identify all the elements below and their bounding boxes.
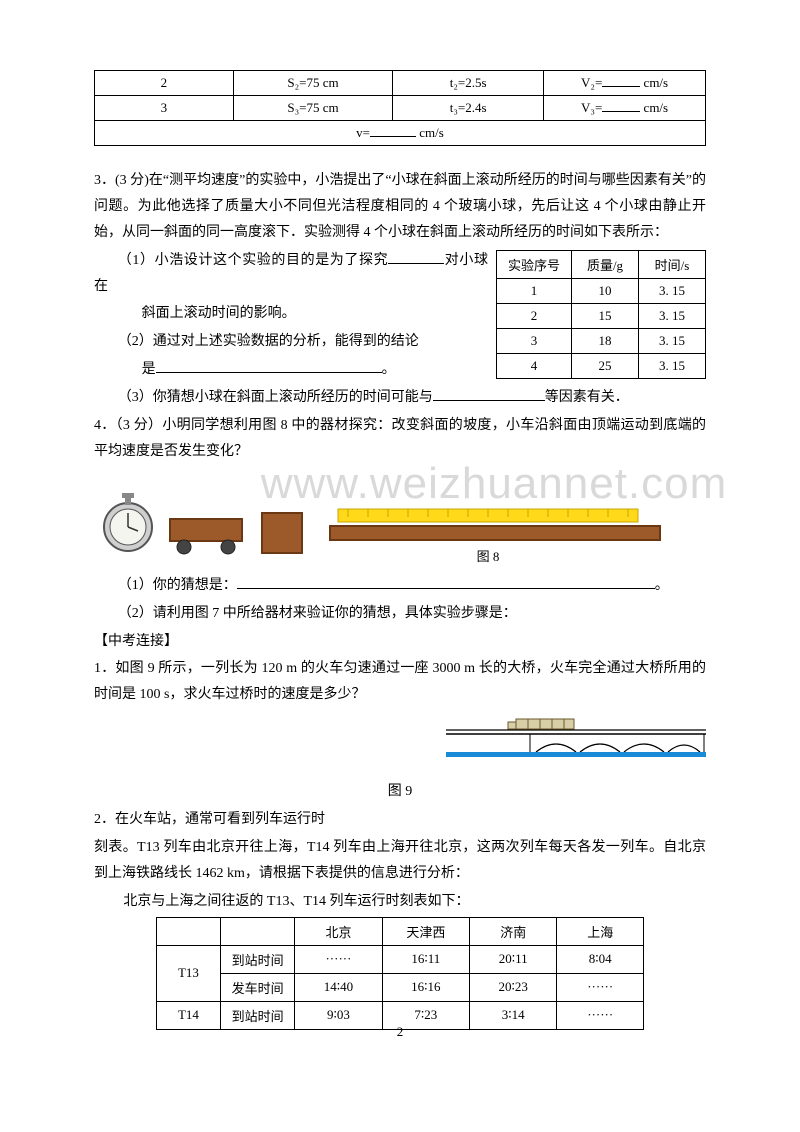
table-row: T13 到站时间 ······ 16∶11 20∶11 8∶04 bbox=[157, 945, 644, 973]
table-row: 4253. 15 bbox=[497, 353, 706, 378]
cell-v: V₃= cm/s bbox=[544, 96, 706, 121]
text: （1）你的猜想是： bbox=[118, 578, 237, 593]
q3-header: 3．(3 分)在“测平均速度”的实验中，小浩提出了“小球在斜面上滚动所经历的时间… bbox=[94, 168, 706, 246]
table-row: 3183. 15 bbox=[497, 328, 706, 353]
td: 16∶16 bbox=[382, 973, 469, 1001]
section-tag-zhongkao: 【中考连接】 bbox=[94, 629, 706, 655]
td: 8∶04 bbox=[557, 945, 644, 973]
text: 等因素有关． bbox=[545, 390, 629, 405]
th: 济南 bbox=[470, 917, 557, 945]
th: 天津西 bbox=[382, 917, 469, 945]
figure-9 bbox=[446, 712, 706, 758]
block-icon bbox=[262, 513, 302, 553]
cell-v: V₂= cm/s bbox=[544, 71, 706, 96]
th: 实验序号 bbox=[497, 250, 572, 278]
td: 3 bbox=[497, 328, 572, 353]
cell-t: t₂=2.5s bbox=[393, 71, 544, 96]
td: 3. 15 bbox=[639, 328, 706, 353]
table-header-row: 实验序号 质量/g 时间/s bbox=[497, 250, 706, 278]
stopwatch-icon bbox=[104, 493, 152, 551]
v-suffix: cm/s bbox=[640, 75, 668, 90]
zhongkao-q2c: 北京与上海之间往返的 T13、T14 列车运行时刻表如下： bbox=[94, 889, 706, 915]
td: 20∶23 bbox=[470, 973, 557, 1001]
cell-t: t₃=2.4s bbox=[393, 96, 544, 121]
blank-input[interactable] bbox=[237, 588, 655, 589]
table-row: 2 S₂=75 cm t₂=2.5s V₂= cm/s bbox=[95, 71, 706, 96]
cell-num: 2 bbox=[95, 71, 234, 96]
v-prefix: v= bbox=[356, 125, 370, 140]
fig9-label: 图 9 bbox=[94, 779, 706, 805]
cell-s: S₂=75 cm bbox=[233, 71, 392, 96]
td: 16∶11 bbox=[382, 945, 469, 973]
zhongkao-q1: 1．如图 9 所示，一列长为 120 m 的火车匀速通过一座 3000 m 长的… bbox=[94, 656, 706, 708]
td: 3. 15 bbox=[639, 303, 706, 328]
q3-item1c: 斜面上滚动时间的影响。 bbox=[94, 301, 488, 327]
v-suffix: cm/s bbox=[640, 100, 668, 115]
table-velocity: 2 S₂=75 cm t₂=2.5s V₂= cm/s 3 S₃=75 cm t… bbox=[94, 70, 706, 146]
td: 2 bbox=[497, 303, 572, 328]
table-row: 1103. 15 bbox=[497, 278, 706, 303]
td: ······ bbox=[557, 973, 644, 1001]
td: 15 bbox=[572, 303, 639, 328]
q3-item2b: 是。 bbox=[94, 357, 488, 383]
text: （1）小浩设计这个实验的目的是为了探究 bbox=[118, 253, 388, 268]
blank-input[interactable] bbox=[433, 400, 545, 401]
q3-table: 实验序号 质量/g 时间/s 1103. 15 2153. 15 3183. 1… bbox=[496, 250, 706, 379]
fig8-label: 图 8 bbox=[477, 549, 500, 564]
q3-item2a: （2）通过对上述实验数据的分析，能得到的结论 bbox=[94, 329, 488, 355]
cell-v-avg: v= cm/s bbox=[95, 121, 706, 146]
q4-header: 4．（3 分）小明同学想利用图 8 中的器材探究：改变斜面的坡度，小车沿斜面由顶… bbox=[94, 413, 706, 465]
text: 是 bbox=[142, 362, 156, 377]
td: 18 bbox=[572, 328, 639, 353]
td: 25 bbox=[572, 353, 639, 378]
td: 14∶40 bbox=[295, 973, 382, 1001]
blank-input[interactable] bbox=[156, 372, 382, 373]
td: 3. 15 bbox=[639, 353, 706, 378]
th: 质量/g bbox=[572, 250, 639, 278]
td: 1 bbox=[497, 278, 572, 303]
cart-icon bbox=[170, 519, 242, 554]
zhongkao-q2b: 刻表。T13 列车由北京开往上海，T14 列车由上海开往北京，这两次列车每天各发… bbox=[94, 835, 706, 887]
q4-item1: （1）你的猜想是： 。 bbox=[94, 573, 706, 599]
q3-item1: （1）小浩设计这个实验的目的是为了探究对小球在 bbox=[94, 248, 488, 300]
v-prefix: V₂= bbox=[581, 75, 602, 90]
blank-input[interactable] bbox=[388, 263, 444, 264]
th: 上海 bbox=[557, 917, 644, 945]
zhongkao-q2a: 2．在火车站，通常可看到列车运行时 bbox=[94, 807, 706, 833]
th bbox=[220, 917, 294, 945]
cell-num: 3 bbox=[95, 96, 234, 121]
blank-input[interactable] bbox=[602, 86, 640, 87]
v-suffix: cm/s bbox=[416, 125, 444, 140]
train-icon bbox=[508, 719, 574, 729]
q3-item3: （3）你猜想小球在斜面上滚动所经历的时间可能与 等因素有关． bbox=[94, 385, 706, 411]
figure-8: 图 8 bbox=[94, 469, 706, 565]
table-row: 2153. 15 bbox=[497, 303, 706, 328]
table-row: 3 S₃=75 cm t₃=2.4s V₃= cm/s bbox=[95, 96, 706, 121]
cell-s: S₃=75 cm bbox=[233, 96, 392, 121]
v-prefix: V₃= bbox=[581, 100, 602, 115]
td: 20∶11 bbox=[470, 945, 557, 973]
plank-ruler-icon bbox=[330, 509, 660, 540]
th: 北京 bbox=[295, 917, 382, 945]
table-row: v= cm/s bbox=[95, 121, 706, 146]
td: ······ bbox=[295, 945, 382, 973]
td: 10 bbox=[572, 278, 639, 303]
th: 时间/s bbox=[639, 250, 706, 278]
table-header-row: 北京 天津西 济南 上海 bbox=[157, 917, 644, 945]
td-label: 发车时间 bbox=[220, 973, 294, 1001]
td-label: 到站时间 bbox=[220, 945, 294, 973]
blank-input[interactable] bbox=[602, 111, 640, 112]
td: 3. 15 bbox=[639, 278, 706, 303]
text: 。 bbox=[382, 362, 396, 377]
th bbox=[157, 917, 221, 945]
table-row: 发车时间 14∶40 16∶16 20∶23 ······ bbox=[157, 973, 644, 1001]
td-train: T13 bbox=[157, 945, 221, 1001]
td: 4 bbox=[497, 353, 572, 378]
blank-input[interactable] bbox=[370, 136, 416, 137]
timetable: 北京 天津西 济南 上海 T13 到站时间 ······ 16∶11 20∶11… bbox=[156, 917, 644, 1030]
text: 。 bbox=[655, 578, 669, 593]
q4-item2: （2）请利用图 7 中所给器材来验证你的猜想，具体实验步骤是： bbox=[94, 601, 706, 627]
text: （3）你猜想小球在斜面上滚动所经历的时间可能与 bbox=[118, 390, 433, 405]
page-number: 2 bbox=[0, 1024, 800, 1040]
